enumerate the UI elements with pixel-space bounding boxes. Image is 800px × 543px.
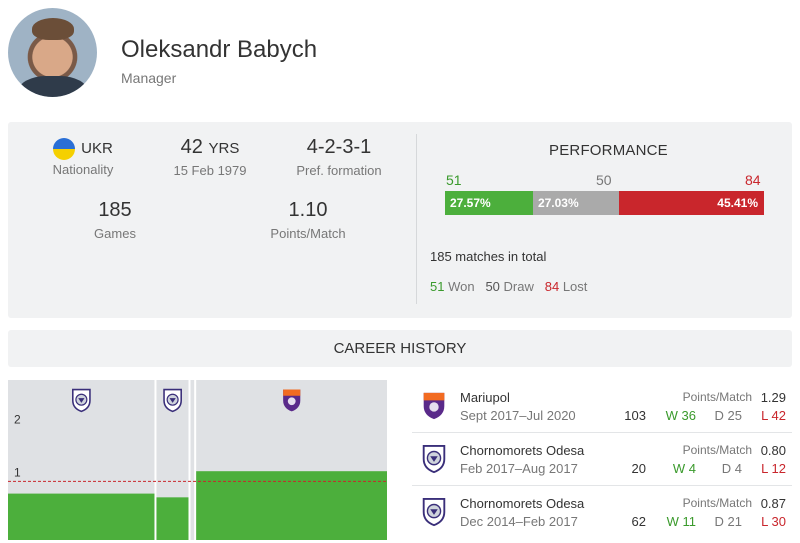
performance-title: PERFORMANCE <box>549 142 668 159</box>
nationality-stat: UKR Nationality <box>36 136 130 177</box>
chart-bar-1[interactable] <box>8 493 155 540</box>
legend-lost-count: 84 <box>544 279 560 294</box>
ppm-value: 1.10 <box>288 199 328 221</box>
points-per-match-label: Points/Match <box>682 390 752 404</box>
formation-stat: 4-2-3-1 Pref. formation <box>284 136 394 178</box>
chornomorets-logo-shape <box>422 497 446 527</box>
career-row[interactable]: Mariupol Sept 2017–Jul 2020 Points/Match 1.… <box>412 380 792 433</box>
legend-lost-label: Lost <box>562 279 588 294</box>
ppm-stat: 1.10 Points/Match <box>258 199 358 241</box>
performance-bar: 27.57% 27.03% 45.41% <box>445 191 764 215</box>
manager-name: Oleksandr Babych <box>121 36 318 63</box>
draw-count: 50 <box>596 172 612 188</box>
wins-count: W 4 <box>672 461 696 476</box>
draws-count: D 4 <box>721 461 742 476</box>
won-count: 51 <box>446 172 462 188</box>
points-per-match-label: Points/Match <box>682 496 752 510</box>
ukraine-flag-icon <box>53 138 76 161</box>
games-count: 20 <box>631 461 646 476</box>
legend-won-label: Won <box>448 279 475 294</box>
chart-bar-3[interactable] <box>196 471 387 540</box>
chornomorets-logo-icon <box>72 388 91 413</box>
age-value: 42 <box>180 136 203 158</box>
y-tick-1: 1 <box>14 466 21 480</box>
ppm-label: Points/Match <box>270 226 346 241</box>
birth-date: 15 Feb 1979 <box>173 163 247 178</box>
legend-draw-label: Draw <box>503 279 534 294</box>
age-stat: 42 YRS 15 Feb 1979 <box>160 136 260 178</box>
club-name[interactable]: Chornomorets Odesa <box>460 443 585 458</box>
y-tick-2: 2 <box>14 412 21 426</box>
legend-draw-count: 50 <box>485 279 500 294</box>
chart-gap-column <box>190 380 195 540</box>
chornomorets-logo-shape <box>422 444 446 474</box>
chornomorets-logo-icon <box>163 388 182 413</box>
games-stat: 185 Games <box>70 199 160 241</box>
club-period: Dec 2014–Feb 2017 <box>460 514 578 529</box>
stats-panel: UKR Nationality 42 YRS 15 Feb 1979 4-2-3… <box>8 122 792 318</box>
draw-segment: 27.03% <box>532 191 620 215</box>
points-per-match-value: 0.80 <box>760 443 786 458</box>
chornomorets-logo-icon <box>422 444 446 474</box>
club-period: Feb 2017–Aug 2017 <box>460 461 578 476</box>
games-count: 62 <box>631 514 646 529</box>
points-per-match-label: Points/Match <box>682 443 752 457</box>
career-list: Mariupol Sept 2017–Jul 2020 Points/Match 1.… <box>412 380 792 539</box>
age-unit: YRS <box>208 140 240 157</box>
manager-header: Oleksandr Babych Manager <box>0 0 800 110</box>
nationality-code: UKR <box>81 140 113 158</box>
draws-count: D 21 <box>714 514 742 529</box>
formation-value: 4-2-3-1 <box>306 136 372 158</box>
formation-label: Pref. formation <box>296 163 382 178</box>
lost-count: 84 <box>745 172 761 188</box>
games-value: 185 <box>98 199 132 221</box>
losses-count: L 42 <box>761 408 786 423</box>
club-name[interactable]: Chornomorets Odesa <box>460 496 585 511</box>
manager-role: Manager <box>121 70 177 86</box>
club-period: Sept 2017–Jul 2020 <box>460 408 576 423</box>
panel-divider <box>416 134 417 304</box>
career-history-title: CAREER HISTORY <box>8 330 792 367</box>
mariupol-logo-icon <box>283 389 301 412</box>
performance-legend: 51 Won 50 Draw 84 Lost <box>430 279 587 294</box>
mariupol-logo-shape <box>423 392 445 420</box>
avatar <box>8 8 97 97</box>
matches-total: 185 matches in total <box>430 249 547 264</box>
points-per-match-value: 1.29 <box>760 390 786 405</box>
points-per-match-value: 0.87 <box>760 496 786 511</box>
losses-count: L 30 <box>761 514 786 529</box>
chart-bar-2[interactable] <box>156 497 189 540</box>
games-count: 103 <box>624 408 646 423</box>
career-chart-svg: 12 <box>8 380 388 540</box>
club-name[interactable]: Mariupol <box>460 390 510 405</box>
wins-count: W 11 <box>666 514 696 529</box>
games-label: Games <box>94 226 136 241</box>
career-row[interactable]: Chornomorets Odesa Feb 2017–Aug 2017 Point… <box>412 433 792 486</box>
mariupol-logo-icon <box>423 392 445 420</box>
losses-count: L 12 <box>761 461 786 476</box>
career-row[interactable]: Chornomorets Odesa Dec 2014–Feb 2017 Point… <box>412 486 792 539</box>
draws-count: D 25 <box>714 408 742 423</box>
nationality-label: Nationality <box>52 162 114 178</box>
legend-won-count: 51 <box>430 279 445 294</box>
wins-count: W 36 <box>665 408 696 423</box>
won-segment: 27.57% <box>445 191 533 215</box>
lost-segment: 45.41% <box>619 191 764 215</box>
chornomorets-logo-icon <box>422 497 446 527</box>
